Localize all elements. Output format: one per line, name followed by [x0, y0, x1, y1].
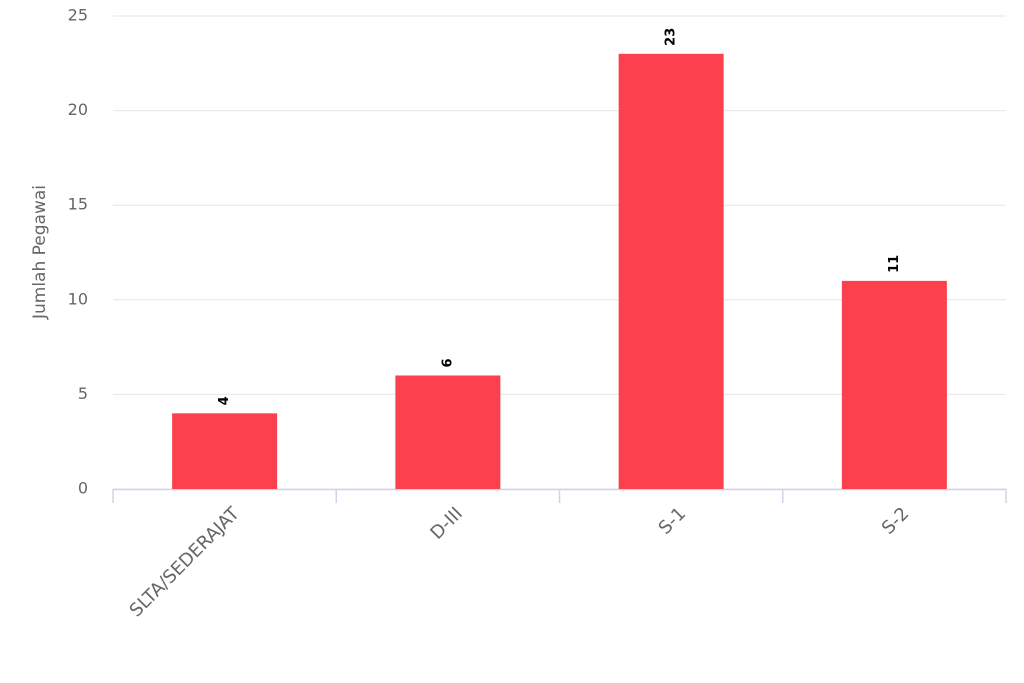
y-tick-label: 25 [68, 6, 88, 25]
y-tick-label: 0 [78, 479, 88, 498]
bar [618, 53, 724, 490]
bar [172, 413, 278, 489]
x-tick-label: D-III [426, 503, 467, 544]
data-label: 23 [664, 28, 679, 46]
data-label: 6 [440, 358, 455, 367]
y-tick-label: 5 [78, 384, 88, 403]
data-label: 11 [887, 255, 902, 273]
y-tick-label: 20 [68, 100, 88, 119]
y-tick-label: 15 [68, 195, 88, 214]
y-tick-label: 10 [68, 289, 88, 308]
x-tick-label: S-2 [878, 503, 914, 539]
bar [395, 375, 501, 489]
x-tick-label: S-1 [655, 503, 691, 539]
y-axis-title: Jumlah Pegawai [30, 185, 50, 320]
x-tick-label: SLTA/SEDERAJAT [126, 503, 245, 622]
data-label: 4 [217, 396, 232, 405]
bar [841, 280, 947, 489]
